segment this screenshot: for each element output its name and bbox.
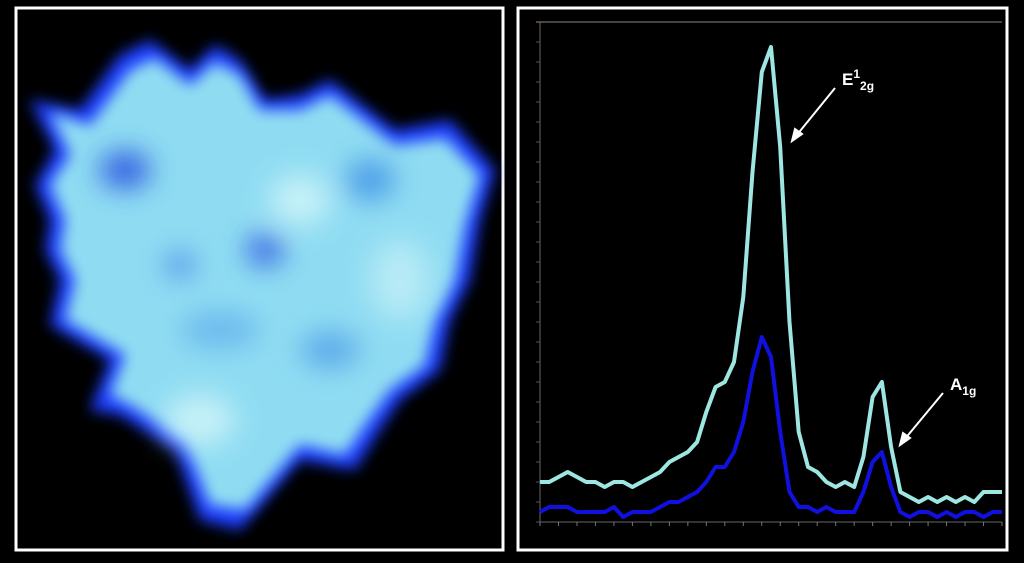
- arrow-head: [898, 431, 912, 448]
- arrow: [903, 392, 944, 441]
- annotation-sub: 2g: [860, 79, 874, 93]
- flake-texture: [100, 152, 430, 445]
- annotation-a1g: A1g: [950, 375, 976, 398]
- annotation-sub: 1g: [962, 384, 976, 398]
- annotation-e2g: E12g: [842, 67, 874, 93]
- spectrum-panel: E12g A1g: [516, 6, 1009, 552]
- arrows: [790, 87, 944, 448]
- spectrum-frame: [516, 6, 1009, 552]
- annotation-base: E: [842, 70, 853, 89]
- arrow: [795, 87, 836, 137]
- raman-map: [14, 6, 505, 552]
- spectrum-line: [540, 45, 1002, 504]
- annotation-sup: 1: [853, 67, 860, 81]
- annotation-base: A: [950, 375, 962, 394]
- spectrum-line: [539, 335, 1002, 519]
- arrow-head: [790, 127, 804, 144]
